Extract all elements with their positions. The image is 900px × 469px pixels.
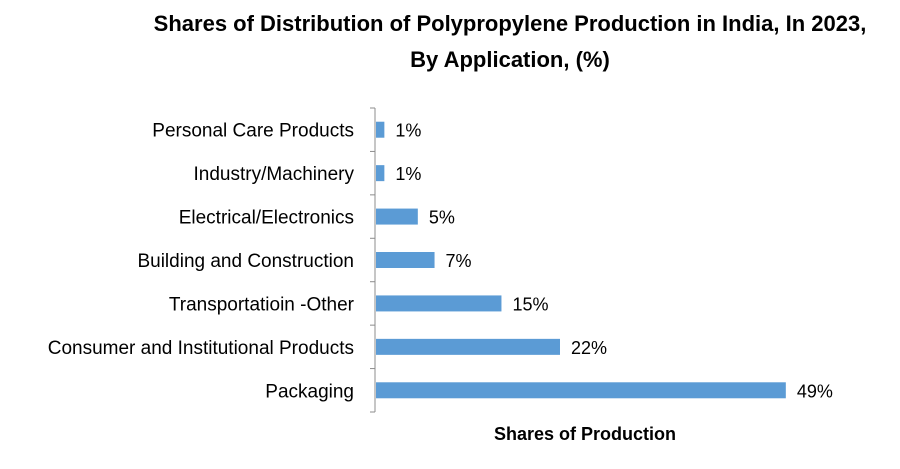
data-label: 15% [512,294,548,314]
bar-1 [376,165,385,182]
bar-4 [376,295,502,312]
bar-5 [376,338,560,355]
category-label: Consumer and Institutional Products [48,338,354,359]
data-label: 1% [395,121,421,141]
bar-2 [376,208,418,225]
data-label: 7% [446,251,472,271]
bar-3 [376,252,435,268]
data-label: 49% [797,381,833,401]
bar-6 [376,382,786,399]
category-label: Transportatioin -Other [169,294,355,315]
category-label: Personal Care Products [152,121,354,142]
category-label: Industry/Machinery [193,164,354,185]
data-label: 22% [571,338,607,358]
category-label: Building and Construction [137,251,354,272]
category-label: Electrical/Electronics [179,208,354,229]
data-label: 1% [395,164,421,184]
chart-title: Shares of Distribution of Polypropylene … [153,11,867,72]
bar-0 [376,121,385,138]
x-axis-label: Shares of Production [493,424,677,444]
data-label: 5% [429,208,455,228]
category-label: Packaging [265,381,354,402]
